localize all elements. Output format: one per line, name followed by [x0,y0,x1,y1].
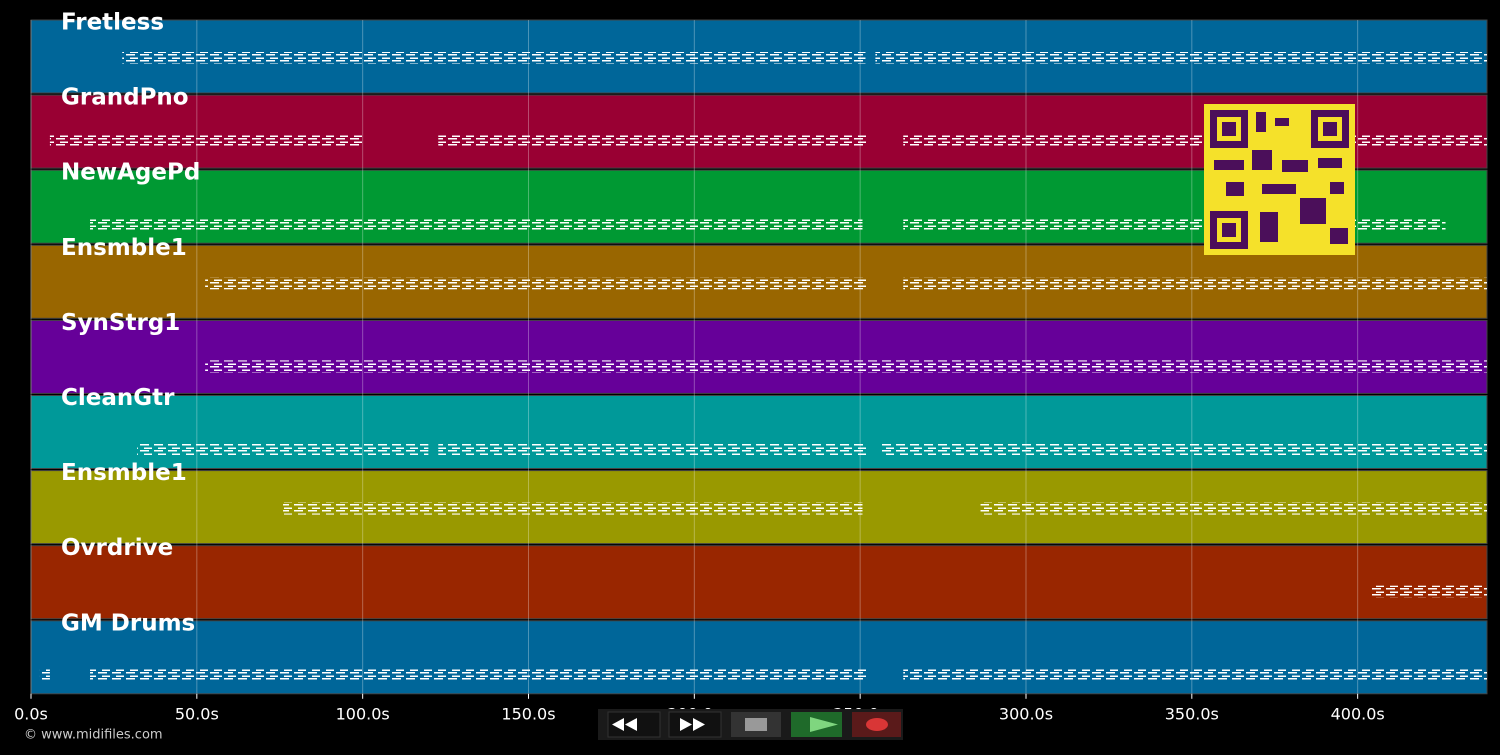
note-segment [122,52,866,64]
record-button[interactable] [852,712,901,737]
stop-button[interactable] [731,712,781,737]
note-segment [49,135,362,148]
track-name: GrandPno [61,85,189,111]
note-segment [39,668,50,681]
note-segment [438,135,867,148]
track-row [30,319,1488,394]
track-name: SynStrg1 [61,310,180,336]
note-segment [903,218,1446,231]
x-tick-label: 300.0s [999,705,1053,724]
track-name: Ensmble1 [61,235,187,261]
track-row [30,395,1488,469]
note-segment [205,277,867,290]
x-tick-label: 150.0s [501,705,555,724]
track-name: Ensmble1 [61,460,187,486]
x-tick-label: 50.0s [175,705,219,724]
track-name: Ovrdrive [61,535,173,561]
note-segment [205,360,1487,373]
track-row [30,620,1488,695]
x-tick-label: 350.0s [1165,705,1219,724]
qr-code [1204,104,1355,255]
track-name: GM Drums [61,610,195,636]
x-tick-label: 0.0s [14,705,48,724]
note-segment [90,218,863,231]
note-segment [903,668,1487,681]
x-tick-label: 100.0s [336,705,390,724]
note-segment [903,135,1487,148]
note-segment [980,502,1487,515]
rewind-button[interactable] [607,711,661,738]
note-segment [137,443,429,456]
track-row [30,545,1488,620]
transport-controls [598,709,903,740]
track-name: Fretless [61,10,164,36]
x-tick-label: 400.0s [1331,705,1385,724]
note-segment [283,502,863,515]
play-button[interactable] [791,712,842,737]
note-segment [438,443,867,456]
note-segment [90,668,867,681]
fast-forward-button[interactable] [668,711,722,738]
note-segment [1370,585,1487,598]
note-segment [875,52,1487,64]
copyright: © www.midifiles.com [24,728,163,743]
note-segment [903,277,1487,290]
track-name: CleanGtr [61,385,175,411]
note-segment [880,443,1487,456]
track-name: NewAgePd [61,160,200,186]
